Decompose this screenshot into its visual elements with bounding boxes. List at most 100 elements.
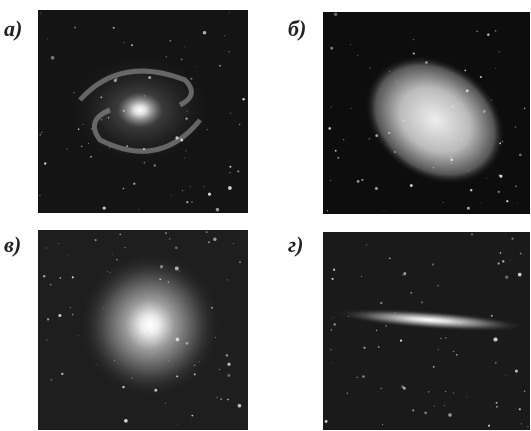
star <box>442 201 444 203</box>
star <box>487 33 490 36</box>
star <box>210 306 213 309</box>
star <box>505 275 509 279</box>
star <box>389 257 391 259</box>
star <box>403 386 406 390</box>
star <box>237 170 240 173</box>
star <box>452 392 455 394</box>
star <box>185 117 188 120</box>
star <box>362 375 365 378</box>
star <box>88 142 90 144</box>
star <box>109 147 111 149</box>
star <box>165 56 167 58</box>
star <box>348 316 349 317</box>
star <box>449 156 452 158</box>
star <box>471 233 473 236</box>
star <box>208 241 210 244</box>
star <box>480 202 482 204</box>
image-bg <box>323 232 530 430</box>
star <box>167 360 169 361</box>
star <box>239 261 241 264</box>
star <box>495 67 497 69</box>
star <box>143 161 146 164</box>
star <box>495 401 498 404</box>
star <box>509 259 511 261</box>
star <box>71 276 74 279</box>
star <box>169 238 171 240</box>
star <box>495 362 497 364</box>
star <box>41 131 43 134</box>
star <box>486 177 487 179</box>
star <box>124 418 128 423</box>
star <box>350 108 352 110</box>
star <box>412 52 415 55</box>
star <box>123 42 125 44</box>
star <box>196 66 198 68</box>
star <box>147 331 150 334</box>
star <box>374 187 378 190</box>
star <box>517 202 519 204</box>
star <box>227 362 231 366</box>
star <box>514 369 518 373</box>
star <box>42 275 46 278</box>
star <box>165 402 167 404</box>
star <box>380 387 382 390</box>
star <box>375 329 378 332</box>
stars <box>39 11 529 428</box>
star <box>90 155 93 158</box>
star <box>112 26 115 29</box>
star <box>237 403 242 408</box>
star <box>501 140 504 143</box>
star <box>177 423 179 425</box>
star <box>413 39 414 41</box>
star <box>81 145 83 147</box>
star <box>382 424 384 426</box>
star <box>464 69 467 72</box>
star <box>527 426 529 428</box>
star <box>74 26 76 29</box>
panel-label: г) <box>288 232 303 257</box>
star <box>69 306 72 309</box>
star <box>433 405 435 407</box>
star <box>229 172 231 174</box>
star <box>451 163 453 165</box>
star <box>451 105 455 109</box>
star <box>122 109 125 112</box>
star <box>409 184 413 187</box>
star <box>46 318 50 321</box>
star <box>119 233 121 236</box>
star <box>71 313 74 316</box>
star <box>468 170 470 172</box>
star <box>109 271 111 273</box>
star <box>151 310 154 313</box>
star <box>144 95 146 97</box>
star <box>185 341 189 345</box>
galaxy-image-a <box>38 10 248 213</box>
star <box>424 411 428 415</box>
star <box>57 242 59 245</box>
star <box>494 30 497 32</box>
star <box>334 149 337 152</box>
star <box>432 167 435 169</box>
star <box>337 157 340 159</box>
star <box>394 151 396 153</box>
star <box>191 414 194 417</box>
star <box>415 122 417 124</box>
star <box>519 153 522 157</box>
star <box>122 385 125 389</box>
star <box>228 51 230 53</box>
star <box>497 190 500 194</box>
star <box>186 110 188 112</box>
star <box>444 404 446 406</box>
panel-label: а) <box>4 16 22 41</box>
star <box>176 375 179 378</box>
star <box>103 308 104 309</box>
star <box>137 317 141 321</box>
star <box>425 61 428 64</box>
star <box>94 239 97 242</box>
star <box>49 283 52 286</box>
star <box>444 337 447 339</box>
spiral-arm <box>78 68 202 154</box>
star <box>465 89 469 93</box>
star <box>113 336 115 338</box>
star <box>175 337 180 342</box>
